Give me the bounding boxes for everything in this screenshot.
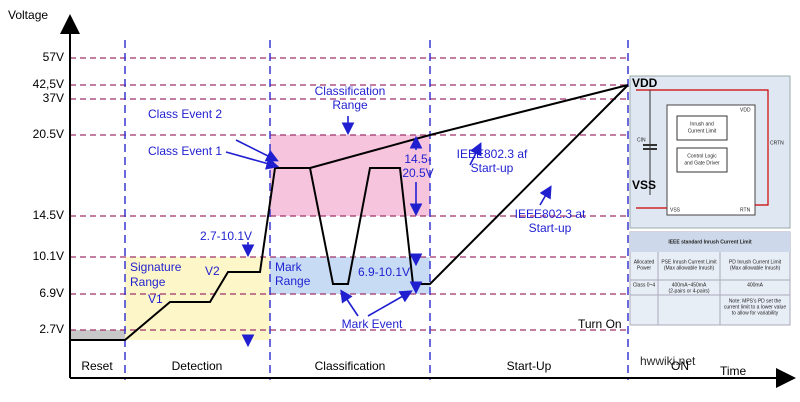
arrow [225, 151, 280, 170]
y-level-label: 2.7V [39, 322, 64, 336]
arrow [235, 139, 279, 162]
annotation: Class Event 2 [148, 107, 222, 121]
reset-region [70, 330, 125, 340]
arrow [340, 289, 359, 317]
phase-label: Reset [81, 359, 113, 373]
phase-label: Classification [315, 359, 386, 373]
signature-region [125, 257, 270, 340]
inset-label: VDD [632, 76, 658, 90]
inset-label: Control Logic [687, 153, 717, 159]
annotation: IEEE802.3 af [457, 147, 528, 161]
table-header: PD Inrush Current Limit [729, 259, 782, 265]
arrow [539, 185, 552, 206]
inset-circuit [629, 75, 791, 326]
annotation: V1 [148, 292, 163, 306]
table-cell: (2-pairs or 4-pairs) [668, 288, 709, 294]
annotation: 14.5- [404, 152, 431, 166]
y-level-label: 57V [43, 50, 64, 64]
table-header: (Max allowable Inrush) [730, 265, 781, 271]
annotation: Mark [275, 260, 303, 274]
inset-label: VSS [632, 178, 656, 192]
table-header: Power [637, 265, 652, 271]
y-level-label: 20.5V [33, 127, 64, 141]
inset-label: RTN [740, 207, 751, 213]
phase-label: ON [671, 359, 689, 373]
annotation: 6.9-10.1V [358, 265, 410, 279]
control-box [676, 147, 728, 173]
arrow [469, 142, 482, 166]
table-header: PSE Inrush Current Limit [661, 259, 717, 265]
inset-label: VDD [740, 107, 751, 113]
inset-label: VSS [670, 207, 681, 213]
x-axis-title: Time [720, 364, 747, 378]
y-axis-title: Voltage [8, 8, 48, 22]
table-cell: Note: MPS's PD set the [729, 298, 782, 304]
table-title: IEEE standard Inrush Current Limit [668, 239, 752, 245]
annotation: Signature [130, 260, 182, 274]
phase-label: Start-Up [507, 359, 552, 373]
table-cell: 400mA [747, 282, 764, 288]
table-title-bar [630, 232, 790, 252]
phase-dividers [124, 40, 629, 380]
af-startup-line [309, 84, 629, 169]
annotation: V2 [205, 264, 220, 278]
inset-label: and Gate Driver [684, 160, 720, 166]
y-level-label: 42,5V [33, 77, 64, 91]
inset-label: Inrush and [690, 121, 714, 127]
y-level-label: 6.9V [39, 286, 64, 300]
annotation: Range [275, 274, 311, 288]
phase-label: Detection [172, 359, 223, 373]
inset-label: CIN [637, 137, 646, 143]
annotation: IEEE802.3 at [515, 207, 586, 221]
y-level-label: 37V [43, 91, 64, 105]
annotation: Start-up [471, 161, 514, 175]
annotation: Range [130, 275, 166, 289]
inset-label: Current Limit [688, 128, 717, 134]
arrow [367, 290, 413, 317]
annotation: Start-up [529, 221, 572, 235]
annotation: 20.5V [402, 166, 433, 180]
table-cell: 400mA~450mA [672, 282, 707, 288]
y-level-label: 10.1V [33, 249, 64, 263]
table-header: Allocated [634, 259, 655, 265]
annotation: Classification [315, 84, 386, 98]
annotation: Turn On [578, 317, 622, 331]
table-cell: to allow for variability [732, 310, 779, 316]
annotation: Range [332, 98, 368, 112]
y-level-label: 14.5V [33, 208, 64, 222]
table-cell: Class 0~4 [633, 282, 656, 288]
table-cell: current limit to a lower value [724, 304, 786, 310]
annotation: Mark Event [342, 317, 403, 331]
table-header: (Max allowable Inrush) [664, 265, 715, 271]
inrush-box [676, 115, 728, 141]
inset-label: CRTN [770, 140, 784, 146]
annotation: 2.7-10.1V [200, 229, 252, 243]
watermark: hwwiki.net [640, 354, 696, 368]
annotation: Class Event 1 [148, 144, 222, 158]
current-path [636, 89, 769, 206]
